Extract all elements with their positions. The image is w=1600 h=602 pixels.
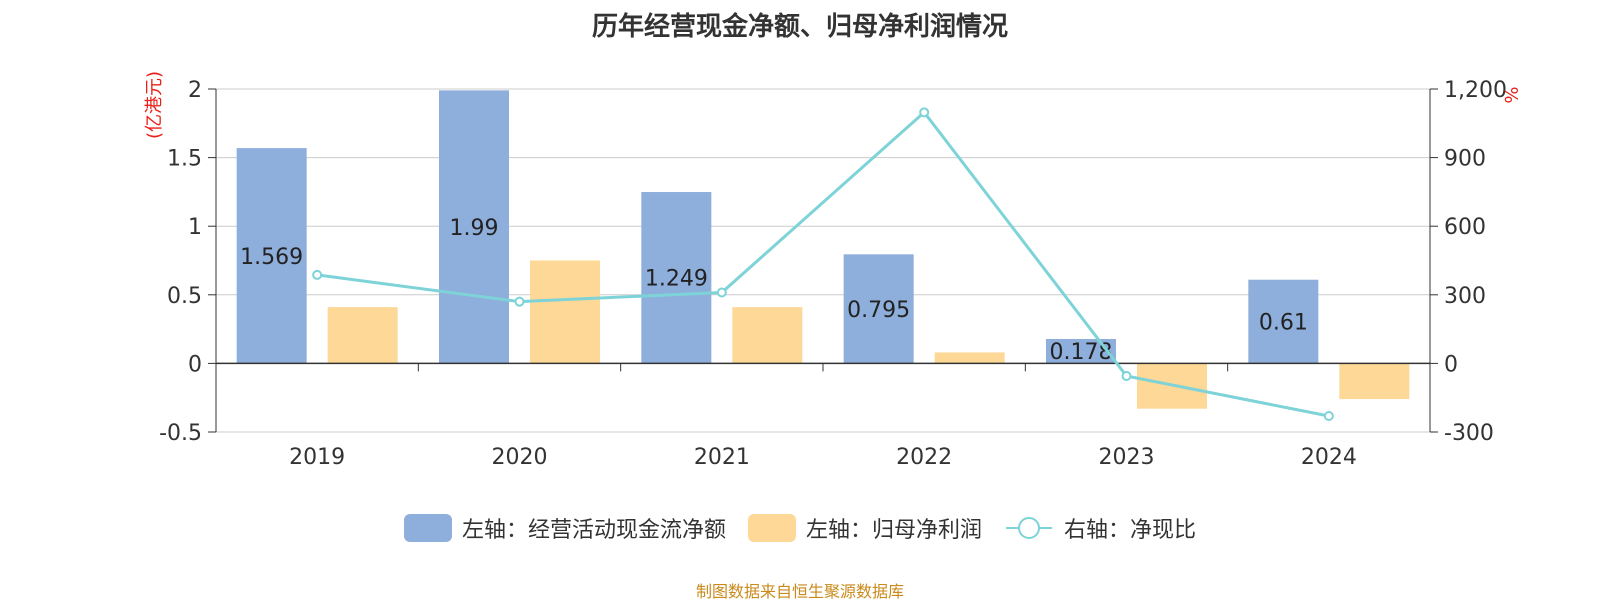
legend-item-ratio[interactable]: 右轴：净现比 xyxy=(1004,512,1196,544)
legend: 左轴：经营活动现金流净额 左轴：归母净利润 右轴：净现比 xyxy=(0,512,1600,544)
bar-profit xyxy=(530,260,600,364)
right-tick-label: -300 xyxy=(1444,421,1494,446)
point-ratio xyxy=(312,269,323,280)
bar-cash xyxy=(641,192,712,364)
left-tick-label: 0.5 xyxy=(167,284,202,309)
data-label-cash: 0.61 xyxy=(1259,311,1308,336)
point-ratio xyxy=(716,287,727,298)
bar-cash xyxy=(439,90,509,364)
chart-title: 历年经营现金净额、归母净利润情况 xyxy=(591,12,1008,42)
source-note: 制图数据来自恒生聚源数据库 xyxy=(695,582,904,601)
legend-item-cash[interactable]: 左轴：经营活动现金流净额 xyxy=(403,512,726,544)
legend-swatch-cash xyxy=(403,514,452,542)
bar-cash xyxy=(1046,338,1116,364)
bar-cash xyxy=(843,254,914,364)
legend-swatch-ratio xyxy=(1006,517,1052,539)
bar-profit xyxy=(327,307,398,364)
data-label-cash: 1.249 xyxy=(645,267,708,292)
x-tick-label: 2021 xyxy=(694,445,750,470)
x-tick-label: 2024 xyxy=(1301,445,1357,470)
left-tick-label: 1.5 xyxy=(167,147,202,172)
left-tick-label: -0.5 xyxy=(159,421,202,446)
bar-profit xyxy=(934,352,1005,364)
x-tick-label: 2023 xyxy=(1099,445,1155,470)
bar-profit xyxy=(732,307,803,364)
point-ratio xyxy=(514,296,525,307)
data-label-cash: 1.569 xyxy=(240,245,303,270)
bar-cash xyxy=(1248,279,1319,364)
left-tick-label: 1 xyxy=(188,215,202,240)
right-tick-label: 0 xyxy=(1444,352,1458,377)
legend-swatch-profit xyxy=(747,514,796,542)
right-tick-label: 900 xyxy=(1444,147,1486,172)
x-tick-label: 2019 xyxy=(289,445,345,470)
point-ratio xyxy=(1121,370,1132,381)
x-tick-label: 2020 xyxy=(492,445,548,470)
data-label-cash: 0.795 xyxy=(847,298,910,323)
legend-item-profit[interactable]: 左轴：归母净利润 xyxy=(747,512,982,544)
right-axis-unit: % xyxy=(1500,86,1521,103)
left-axis-unit: (亿港元) xyxy=(144,71,165,139)
point-ratio xyxy=(1323,410,1334,421)
legend-label-cash: 左轴：经营活动现金流净额 xyxy=(461,518,726,543)
bar-cash xyxy=(236,148,307,364)
chart: -0.5 0 0.5 1 1.5 2 -300 0 300 600 900 1,200 (亿港元) % 1.… xyxy=(144,71,1521,470)
legend-label-profit: 左轴：归母净利润 xyxy=(805,518,982,543)
data-label-cash: 1.99 xyxy=(450,216,499,241)
right-tick-label: 300 xyxy=(1444,284,1486,309)
x-tick-label: 2022 xyxy=(896,445,952,470)
line-ratio xyxy=(316,110,1330,418)
legend-label-ratio: 右轴：净现比 xyxy=(1064,518,1197,543)
point-ratio xyxy=(919,107,930,118)
right-tick-label: 600 xyxy=(1444,215,1486,240)
bar-profit xyxy=(1339,363,1410,400)
left-tick-label: 2 xyxy=(188,78,202,103)
left-tick-label: 0 xyxy=(188,352,202,377)
right-tick-label: 1,200 xyxy=(1444,78,1507,103)
